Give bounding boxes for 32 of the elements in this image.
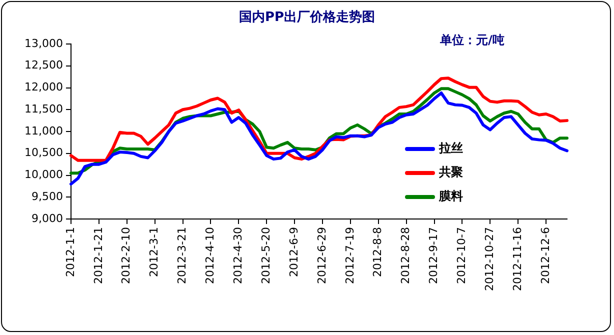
legend-label: 拉丝 bbox=[438, 141, 463, 156]
x-tick-label: 2012-10-27 bbox=[483, 227, 496, 291]
legend-label: 膜料 bbox=[438, 189, 463, 204]
x-tick-label: 2012-7-19 bbox=[343, 227, 356, 284]
x-tick-label: 2012-10-7 bbox=[455, 227, 468, 284]
x-tick-label: 2012-6-9 bbox=[287, 227, 300, 277]
x-tick-label: 2012-6-29 bbox=[315, 227, 328, 284]
chart-subtitle: 单位：元/吨 bbox=[440, 32, 504, 49]
x-tick-label: 2012-8-8 bbox=[371, 227, 384, 277]
x-tick-label: 2012-3-21 bbox=[176, 227, 189, 284]
y-tick-label: 10,500 bbox=[24, 146, 63, 160]
y-tick-label: 11,500 bbox=[24, 102, 63, 116]
x-tick-label: 2012-4-10 bbox=[204, 227, 217, 284]
x-tick-label: 2012-8-28 bbox=[399, 227, 412, 284]
y-tick-label: 11,000 bbox=[24, 124, 63, 138]
x-tick-label: 2012-2-10 bbox=[120, 227, 133, 284]
x-tick-label: 2012-9-17 bbox=[427, 227, 440, 284]
x-tick-label: 2012-12-6 bbox=[538, 227, 552, 284]
y-tick-label: 12,500 bbox=[24, 58, 63, 72]
x-tick-label: 2012-1-1 bbox=[64, 227, 77, 277]
y-tick-label: 13,000 bbox=[24, 36, 63, 50]
x-tick-label: 2012-1-21 bbox=[92, 227, 105, 284]
y-tick-label: 10,000 bbox=[24, 168, 63, 182]
x-tick-label: 2012-4-30 bbox=[232, 227, 245, 284]
y-tick-label: 12,000 bbox=[24, 80, 63, 94]
x-tick-label: 2012-5-20 bbox=[259, 227, 272, 284]
x-tick-label: 2012-3-1 bbox=[148, 227, 161, 277]
legend-label: 共聚 bbox=[438, 165, 463, 180]
y-tick-label: 9,000 bbox=[32, 212, 63, 225]
chart-title: 国内PP出厂价格走势图 bbox=[238, 9, 376, 26]
y-tick-label: 9,500 bbox=[32, 190, 63, 203]
x-tick-label: 2012-11-16 bbox=[510, 227, 524, 291]
